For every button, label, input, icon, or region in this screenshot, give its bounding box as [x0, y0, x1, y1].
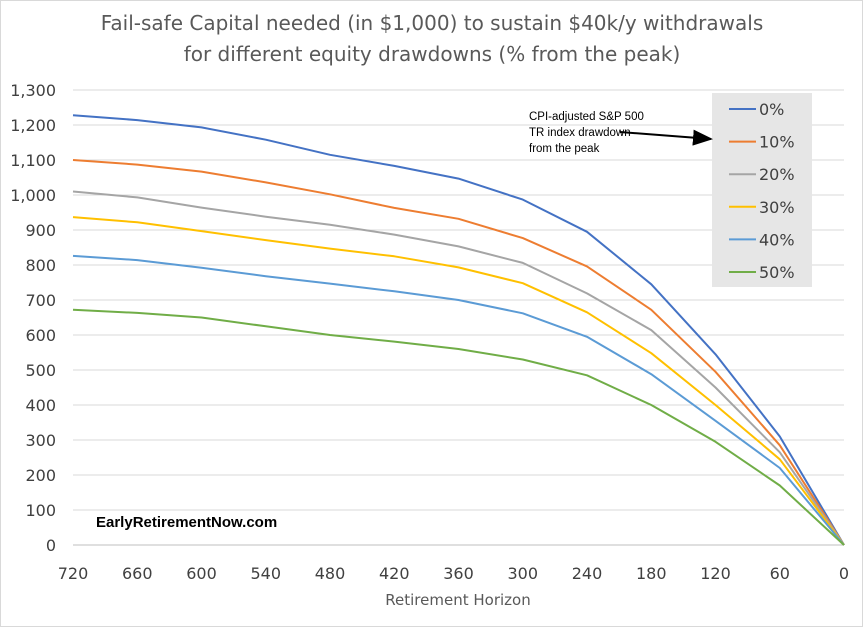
x-tick-label: 720	[58, 564, 89, 583]
y-tick-label: 200	[25, 466, 56, 485]
annotation: CPI-adjusted S&P 500 TR index drawdown f…	[529, 111, 713, 155]
x-tick-label: 480	[315, 564, 346, 583]
series-line-30pct	[72, 216, 845, 546]
x-tick-label: 240	[572, 564, 603, 583]
y-tick-label: 500	[25, 361, 56, 380]
x-tick-label: 420	[379, 564, 410, 583]
y-tick-label: 1,200	[10, 116, 56, 135]
series-line-50pct	[72, 308, 845, 546]
axes: 01002003004005006007008009001,0001,1001,…	[10, 81, 849, 583]
y-tick-label: 300	[25, 431, 56, 450]
series-line-10pct	[72, 159, 845, 546]
chart-subtitle: for different equity drawdowns (% from t…	[184, 42, 681, 66]
y-tick-label: 600	[25, 326, 56, 345]
annotation-arrow	[619, 129, 713, 146]
annotation-line-3: from the peak	[529, 143, 600, 155]
annotation-line-1: CPI-adjusted S&P 500	[529, 111, 644, 123]
annotation-line-2: TR index drawdown	[529, 127, 631, 139]
x-tick-label: 660	[122, 564, 153, 583]
x-tick-label: 540	[250, 564, 281, 583]
legend-background	[712, 93, 812, 287]
x-tick-label: 120	[700, 564, 731, 583]
x-tick-label: 360	[443, 564, 474, 583]
y-tick-label: 800	[25, 256, 56, 275]
y-tick-label: 100	[25, 501, 56, 520]
legend-entry: 20%	[759, 165, 795, 184]
y-tick-label: 0	[46, 536, 56, 555]
y-tick-label: 700	[25, 291, 56, 310]
legend-entry: 0%	[759, 100, 784, 119]
x-tick-label: 180	[636, 564, 667, 583]
chart-title: Fail-safe Capital needed (in $1,000) to …	[101, 11, 764, 35]
series-line-40pct	[72, 254, 845, 546]
legend-entry: 30%	[759, 198, 795, 217]
x-axis-label: Retirement Horizon	[385, 591, 530, 609]
x-tick-label: 60	[770, 564, 790, 583]
series-line-20pct	[72, 190, 845, 546]
legend-entry: 40%	[759, 230, 795, 249]
legend-entry: 50%	[759, 263, 795, 282]
y-tick-label: 1,100	[10, 151, 56, 170]
y-tick-label: 1,300	[10, 81, 56, 100]
x-tick-label: 300	[507, 564, 538, 583]
x-tick-label: 600	[186, 564, 217, 583]
y-tick-label: 1,000	[10, 186, 56, 205]
watermark: EarlyRetirementNow.com	[96, 514, 277, 531]
legend-entry: 10%	[759, 133, 795, 152]
series-lines	[72, 114, 845, 546]
legend: 0% 10% 20% 30% 40% 50%	[712, 93, 812, 287]
y-tick-label: 900	[25, 221, 56, 240]
y-tick-label: 400	[25, 396, 56, 415]
x-tick-label: 0	[839, 564, 849, 583]
series-line-0pct	[72, 114, 845, 546]
